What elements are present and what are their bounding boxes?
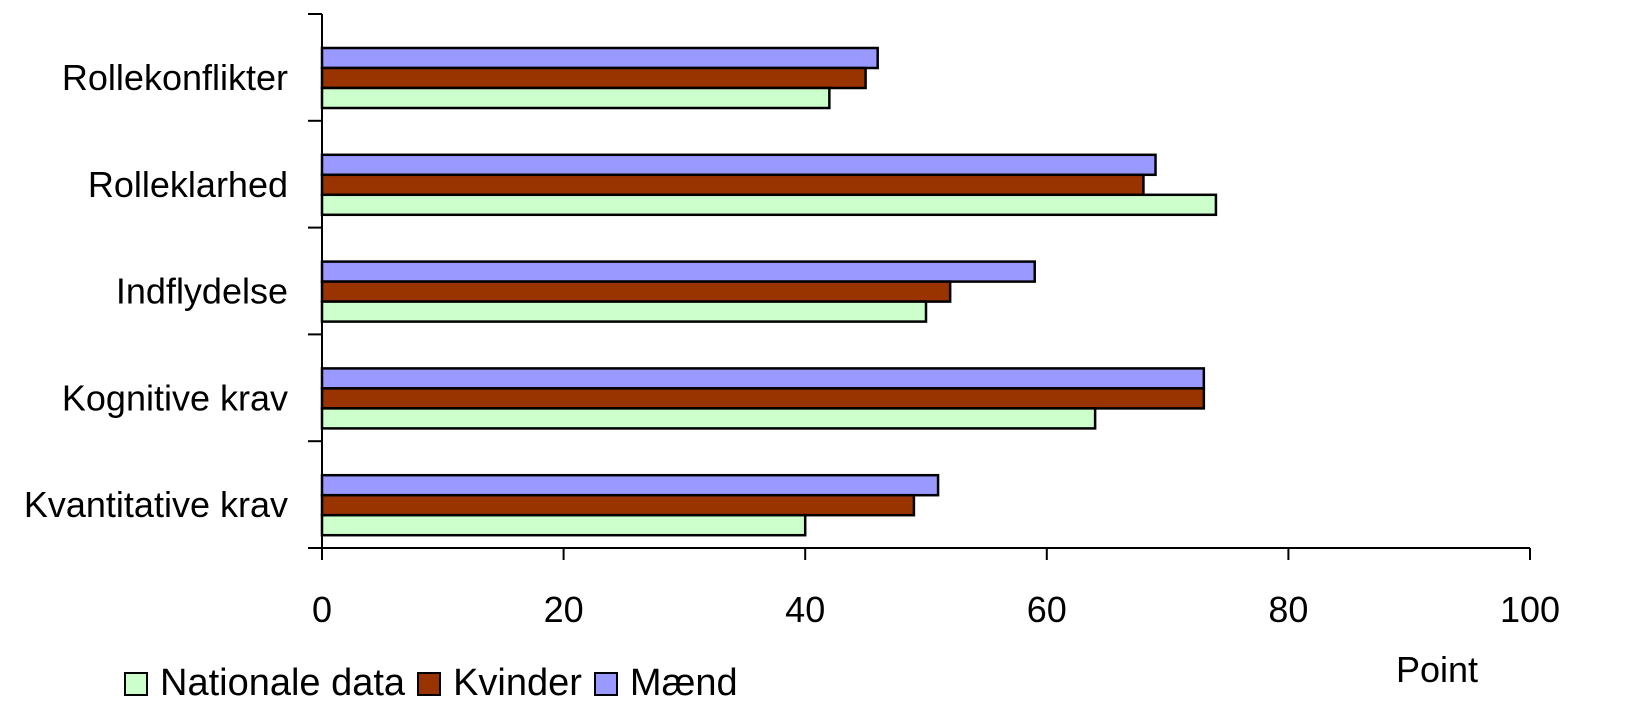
bar-mænd-2 bbox=[320, 260, 1036, 283]
legend-item: Nationale data bbox=[124, 662, 405, 705]
category-label: Rollekonflikter bbox=[62, 57, 288, 98]
bar-mænd-0 bbox=[320, 46, 879, 70]
bar-kvinder-4 bbox=[320, 493, 916, 517]
bar-nationale-data-4 bbox=[320, 513, 807, 537]
bar-kvinder-0 bbox=[320, 66, 867, 90]
x-tick-label: 20 bbox=[544, 589, 584, 630]
legend-item: Mænd bbox=[593, 662, 738, 705]
category-label: Rolleklarhed bbox=[88, 164, 288, 205]
bar-nationale-data-3 bbox=[320, 407, 1097, 430]
x-tick-label: 100 bbox=[1500, 589, 1560, 630]
bar-mænd-1 bbox=[320, 153, 1157, 177]
legend-swatch bbox=[417, 671, 442, 696]
legend-swatch bbox=[124, 671, 148, 696]
bar-nationale-data-1 bbox=[320, 193, 1218, 217]
bar-mænd-4 bbox=[320, 473, 940, 497]
legend-label: Kvinder bbox=[453, 662, 582, 704]
legend-label: Nationale data bbox=[160, 662, 406, 704]
bar-kvinder-2 bbox=[320, 280, 952, 303]
legend-item: Kvinder bbox=[417, 662, 582, 705]
category-label: Kognitive krav bbox=[62, 377, 288, 418]
bar-kvinder-3 bbox=[320, 387, 1206, 410]
bar-mænd-3 bbox=[320, 367, 1206, 390]
x-tick-label: 60 bbox=[1027, 589, 1067, 630]
bar-nationale-data-0 bbox=[320, 86, 831, 110]
x-tick-label: 40 bbox=[785, 589, 825, 630]
legend-label: Mænd bbox=[629, 662, 738, 704]
category-label: Kvantitative krav bbox=[24, 484, 288, 525]
category-label: Indflydelse bbox=[116, 271, 288, 312]
x-tick-label: 0 bbox=[312, 589, 332, 630]
legend: Nationale data Kvinder Mænd bbox=[124, 662, 750, 705]
legend-swatch bbox=[593, 671, 618, 696]
x-axis-title: Point bbox=[1396, 649, 1478, 690]
x-tick-label: 80 bbox=[1268, 589, 1308, 630]
bar-nationale-data-2 bbox=[320, 300, 928, 323]
bar-kvinder-1 bbox=[320, 173, 1145, 197]
